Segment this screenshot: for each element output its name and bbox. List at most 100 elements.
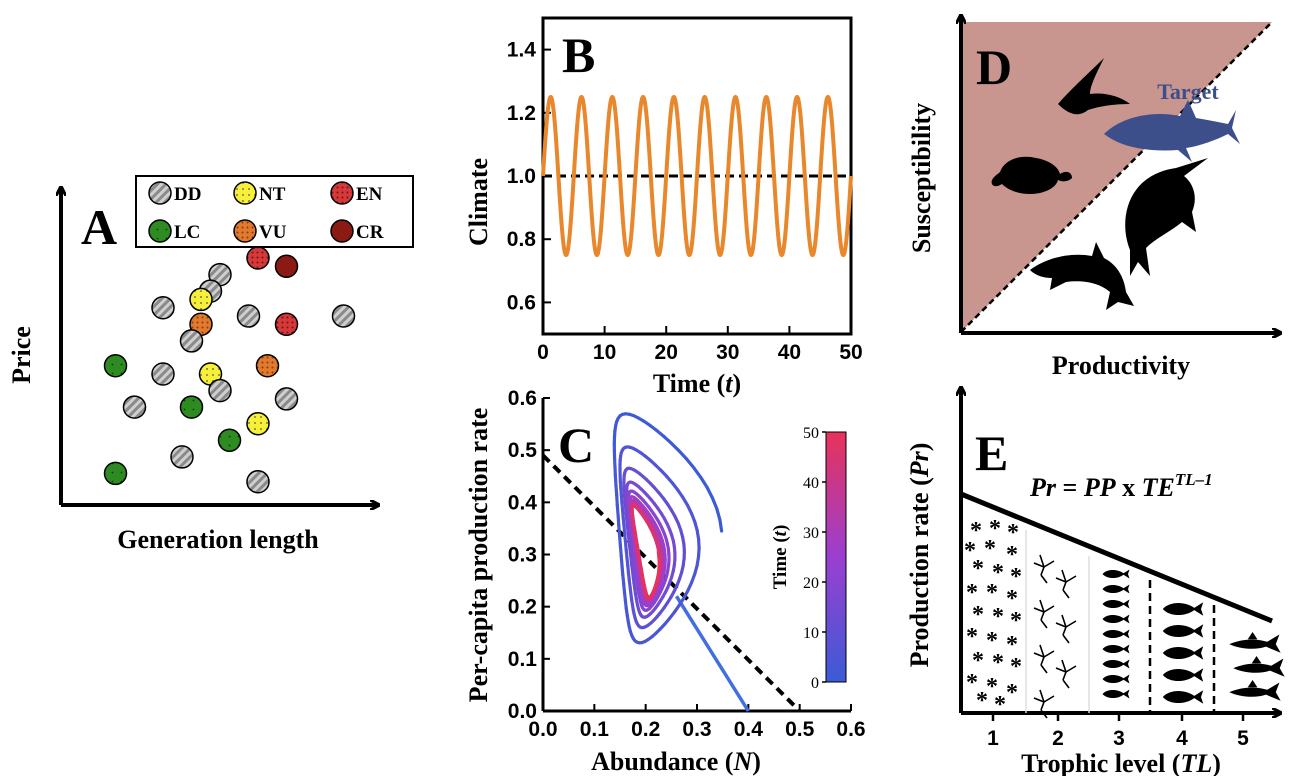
phytoplankton-icon: * <box>986 580 998 606</box>
colorbar-ticks: 0 10 20 30 40 50 <box>803 425 826 692</box>
panel-e-x-tick-label: 2 <box>1052 727 1064 750</box>
panel-b-y-tick-label: 0.8 <box>507 228 537 251</box>
sea-turtle-icon <box>991 156 1072 194</box>
scatter-point-en <box>246 246 270 270</box>
panel-c-x-tick-label: 0.3 <box>682 718 711 741</box>
scatter-point-dd <box>179 329 204 353</box>
zooplankton-icon <box>1055 659 1077 689</box>
panel-c-trajectory-segment <box>677 449 689 461</box>
panel-c-x-tick-label: 0.0 <box>528 718 557 741</box>
small-fish-icon <box>1102 659 1130 669</box>
panel-c-trajectory-segment <box>699 475 709 489</box>
phytoplankton-icon: * <box>964 538 976 564</box>
phytoplankton-icon: * <box>994 692 1006 718</box>
panel-c-y-tick-label: 0.3 <box>508 544 537 567</box>
scatter-point-dd <box>151 362 175 386</box>
phytoplankton-icon: * <box>1006 586 1018 612</box>
panel-c-y-tick-label: 0.2 <box>508 596 537 619</box>
scatter-point-nt <box>189 287 213 312</box>
panel-a: A Generation length Price DD NT EN LC VU CR <box>7 175 414 554</box>
panel-c-trajectory-segment <box>619 554 624 568</box>
panel-c-y-title: Per-capita production rate <box>464 408 493 703</box>
panel-d: D Productivity Susceptibility Target <box>907 16 1280 380</box>
swordfish-icon <box>1125 158 1208 276</box>
panel-c-trajectory-segment <box>669 441 681 453</box>
small-fish-icon <box>1102 599 1130 609</box>
scatter-point-nt <box>246 411 270 436</box>
phytoplankton-icon: * <box>1006 542 1018 568</box>
panel-a-x-title: Generation length <box>117 525 319 554</box>
panel-d-diagonal <box>960 21 1273 333</box>
phytoplankton-icon: * <box>1010 608 1022 634</box>
legend-marker-nt <box>233 181 257 205</box>
zooplankton-icon <box>1055 614 1077 644</box>
panel-c-x-title: Abundance (N) <box>591 747 761 776</box>
phytoplankton-icon: * <box>1006 632 1018 658</box>
panel-d-fill <box>961 22 1272 332</box>
scatter-point-dd <box>122 395 147 419</box>
legend-marker-dd <box>148 181 172 205</box>
panel-c-trajectory <box>612 412 750 712</box>
tuna-icon <box>1104 100 1240 162</box>
phytoplankton-icon: * <box>966 670 978 696</box>
phytoplankton-icon: * <box>966 580 978 606</box>
panel-e-production-line <box>960 491 1273 624</box>
panel-c-x-tick-label: 0.1 <box>580 718 610 741</box>
panel-b-y-tick-label: 0.6 <box>507 291 536 314</box>
small-fish-icon <box>1102 584 1130 594</box>
legend-box <box>135 175 414 248</box>
scatter-point-en <box>274 312 299 337</box>
colorbar-tick-label: 40 <box>803 475 819 492</box>
phytoplankton-icon: * <box>972 648 984 674</box>
panel-e-x-tick-label: 4 <box>1176 727 1188 750</box>
panel-c-trajectory-segment <box>616 513 621 528</box>
panel-b-ticks: 0 10 20 30 40 50 0.6 0.8 1.0 1.2 1.4 <box>507 39 863 364</box>
scatter-point-dd <box>170 445 194 469</box>
scatter-point-dd <box>274 387 299 411</box>
scatter-point-dd <box>151 295 175 320</box>
panel-b-x-tick-label: 30 <box>716 341 739 364</box>
phytoplankton-icon: * <box>976 688 988 714</box>
zooplankton-icon <box>1033 599 1055 629</box>
panel-a-letter: A <box>81 199 117 255</box>
fish-icon <box>1162 646 1204 660</box>
phytoplankton-icon: * <box>984 536 996 562</box>
colorbar <box>825 431 847 683</box>
panel-b-y-title: Climate <box>464 158 493 246</box>
scatter-point-dd <box>331 304 356 328</box>
panel-d-x-title: Productivity <box>1052 351 1190 380</box>
panel-c-trajectory-segment <box>710 496 719 511</box>
panel-c-trajectory-segment <box>684 457 696 470</box>
panel-c-trajectory-segment <box>618 544 623 558</box>
panel-c-ticks: 0.0 0.1 0.2 0.3 0.4 0.5 0.6 0.0 0.1 0.2 0.3 0.4 0.5 0… <box>508 387 866 741</box>
phytoplankton-icon: * <box>989 516 1001 542</box>
zooplankton-icon <box>1033 554 1055 584</box>
panel-b-y-tick-label: 1.4 <box>507 39 537 62</box>
panel-c-trajectory-start <box>674 595 750 712</box>
panel-b-y-tick-label: 1.0 <box>507 165 536 188</box>
legend-label-lc: LC <box>174 222 200 243</box>
zooplankton-icon <box>1033 644 1055 674</box>
phytoplankton-icon: * <box>972 602 984 628</box>
shark-icon <box>1229 632 1281 653</box>
fish-icon <box>1162 668 1204 682</box>
panel-c-trajectory-segment <box>614 484 619 497</box>
panel-d-letter: D <box>976 39 1012 95</box>
phytoplankton-icon: * <box>972 556 984 582</box>
panel-c-x-tick-label: 0.2 <box>631 718 660 741</box>
phytoplankton-icon: * <box>992 604 1004 630</box>
small-fish-icon <box>1102 629 1130 639</box>
dolphin-icon <box>1030 242 1134 310</box>
panel-c-trajectory-segment <box>692 466 703 479</box>
panel-e-y-title: Production rate (Pr) <box>905 443 934 668</box>
panel-b-letter: B <box>562 27 595 83</box>
panel-c-x-tick-label: 0.4 <box>734 718 764 741</box>
panel-c-x-tick-label: 0.6 <box>836 718 865 741</box>
phytoplankton-icon: * <box>1010 654 1022 680</box>
small-fish-icon <box>1102 689 1130 699</box>
panel-b-x-tick-label: 0 <box>537 341 549 364</box>
panel-c-trajectory-segment <box>617 523 622 538</box>
phytoplankton-icon: * <box>1007 520 1019 546</box>
small-fish-icon <box>1102 644 1130 654</box>
